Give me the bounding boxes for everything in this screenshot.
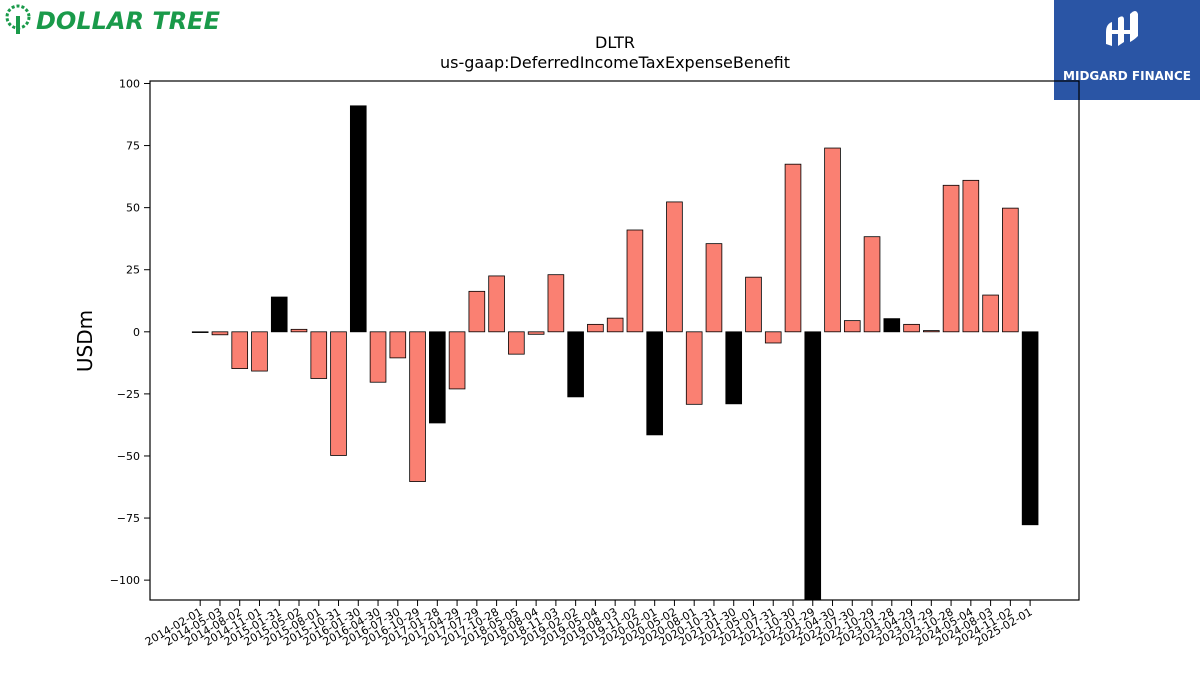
bar-2022-10-29: [863, 236, 881, 333]
bar-2024-05-04: [962, 179, 980, 333]
bar-2015-08-01: [310, 331, 328, 379]
bar-2015-01-31: [270, 296, 288, 333]
bar-2022-04-30: [824, 147, 841, 333]
bar-2021-01-30: [725, 331, 743, 405]
bar-2019-02-02: [567, 331, 584, 398]
plot-frame: [149, 80, 1080, 601]
y-tick-label: −100: [110, 574, 140, 587]
bar-2020-10-31: [705, 243, 723, 333]
bar-2017-07-29: [468, 290, 486, 333]
bar-2022-01-29: [804, 331, 822, 601]
y-tick-label: −75: [117, 512, 140, 525]
tree-icon: [5, 4, 31, 34]
bar-2021-07-31: [764, 331, 782, 344]
bar-2023-07-29: [923, 330, 940, 333]
bar-2020-05-02: [666, 201, 683, 333]
dollar-tree-logo: DOLLAR TREE: [5, 4, 221, 35]
x-axis-ticks: 2014-02-012014-05-032014-08-022014-11-01…: [143, 600, 1035, 649]
bar-2019-05-04: [587, 323, 604, 333]
y-tick-label: 75: [126, 140, 140, 153]
bar-2019-11-02: [626, 229, 644, 333]
bar-2014-08-02: [231, 331, 249, 369]
y-tick-label: −50: [117, 450, 140, 463]
bar-2024-11-02: [1002, 207, 1019, 333]
bar-2018-11-03: [547, 274, 565, 333]
bar-2020-08-01: [685, 331, 703, 405]
bar-2023-10-28: [942, 184, 960, 333]
midgard-emblem-icon: [1106, 11, 1138, 46]
bar-2021-05-01: [745, 276, 762, 333]
y-tick-label: 50: [126, 202, 140, 215]
bar-2016-07-30: [389, 331, 407, 359]
bars-group: [191, 105, 1039, 601]
bar-2015-10-31: [330, 331, 347, 456]
bar-2014-05-03: [211, 331, 229, 336]
y-tick-label: 100: [119, 77, 140, 90]
chart-title: DLTR: [595, 33, 635, 52]
bar-2014-11-01: [251, 331, 268, 372]
bar-2017-10-28: [488, 275, 505, 333]
bar-2016-04-30: [369, 331, 387, 383]
bar-2017-04-29: [448, 331, 466, 390]
bar-2024-08-03: [982, 294, 999, 333]
bar-2016-01-30: [349, 105, 367, 333]
bar-2014-02-01: [191, 331, 209, 333]
bar-2021-10-30: [784, 163, 802, 333]
midgard-logo-background: [1054, 0, 1200, 100]
y-axis-ticks: 100 75 50 25 0 −25 −50 −75 −100: [110, 77, 150, 587]
y-axis-label: USDm: [73, 310, 97, 372]
bar-2016-10-29: [409, 331, 426, 482]
midgard-logo-text: MIDGARD FINANCE: [1063, 69, 1191, 83]
y-tick-label: 0: [133, 326, 140, 339]
dollar-tree-logo-text: DOLLAR TREE: [36, 7, 221, 35]
y-tick-label: 25: [126, 264, 140, 277]
bar-2019-08-03: [606, 317, 624, 333]
bar-2017-01-28: [429, 331, 446, 424]
bar-2015-05-02: [290, 328, 308, 333]
bar-2018-08-04: [527, 331, 545, 335]
bar-2023-04-29: [903, 323, 920, 333]
chart-subtitle: us-gaap:DeferredIncomeTaxExpenseBenefit: [440, 53, 790, 72]
bar-2020-02-01: [646, 331, 663, 436]
bar-2018-05-05: [508, 331, 525, 355]
bar-2022-07-30: [843, 320, 861, 333]
midgard-finance-logo: MIDGARD FINANCE: [1054, 0, 1200, 100]
bar-2023-01-28: [883, 318, 901, 333]
bar-2025-02-01: [1021, 331, 1039, 526]
y-tick-label: −25: [117, 388, 140, 401]
